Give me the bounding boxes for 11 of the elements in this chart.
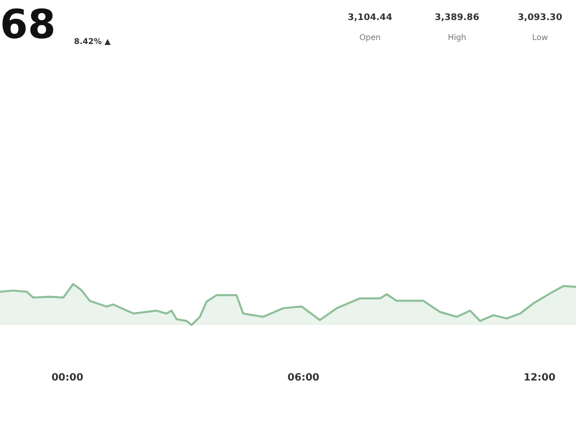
text: 3,389.86 <box>434 13 480 23</box>
text: High <box>448 33 466 42</box>
text: 3,104.44 <box>348 13 392 23</box>
text: Open <box>359 33 381 42</box>
chart-title: 68 <box>0 2 56 48</box>
text: 3,093.30 <box>518 13 562 23</box>
x-tick-label: 06:00 <box>288 372 320 384</box>
x-tick-label: 00:00 <box>51 372 84 384</box>
text: Low <box>532 33 548 42</box>
x-tick-label: 12:00 <box>524 372 556 384</box>
chart-subtitle: 8.42% ▲ <box>74 37 112 46</box>
